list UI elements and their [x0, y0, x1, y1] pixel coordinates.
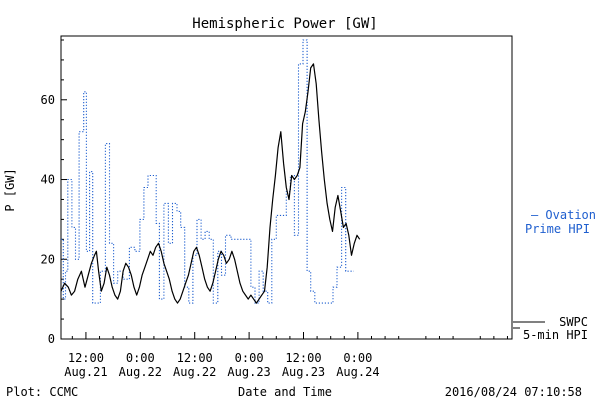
series-layer: [60, 39, 361, 304]
x-axis: 12:00Aug.210:00Aug.2212:00Aug.220:00Aug.…: [64, 332, 508, 379]
y-axis: 0 20 40 60: [41, 39, 67, 346]
footer-right: 2016/08/24 07:10:58: [445, 385, 582, 399]
x-tick-label-date: Aug.21: [64, 365, 107, 379]
x-tick-label-date: Aug.23: [227, 365, 270, 379]
footer-left: Plot: CCMC: [6, 385, 78, 399]
x-tick-label-date: Aug.22: [173, 365, 216, 379]
x-axis-label: Date and Time: [238, 385, 332, 399]
y-axis-label: P [GW]: [3, 168, 17, 211]
legend-ovation-line1: – Ovation: [531, 208, 596, 222]
x-tick-label-time: 0:00: [343, 351, 372, 365]
legend-swpc-line1: SWPC: [559, 315, 588, 329]
y-tick-label: 0: [48, 332, 55, 346]
y-tick-label: 40: [41, 173, 55, 187]
legend-swpc-line2: 5-min HPI: [523, 328, 588, 342]
chart-title: Hemispheric Power [GW]: [192, 16, 377, 32]
legend-ovation-line2: Prime HPI: [525, 222, 590, 236]
x-tick-label-time: 12:00: [177, 351, 213, 365]
x-tick-label-time: 12:00: [68, 351, 104, 365]
x-tick-label-time: 0:00: [235, 351, 264, 365]
x-tick-label-date: Aug.23: [282, 365, 325, 379]
y-tick-label: 60: [41, 93, 55, 107]
x-tick-label-date: Aug.22: [119, 365, 162, 379]
series-swpc-line: [60, 63, 361, 304]
x-tick-label-date: Aug.24: [336, 365, 379, 379]
plot-frame: [60, 35, 513, 340]
y-tick-label: 20: [41, 252, 55, 266]
series-ovation-line: [61, 39, 354, 304]
x-tick-label-time: 12:00: [285, 351, 321, 365]
x-tick-label-time: 0:00: [126, 351, 155, 365]
